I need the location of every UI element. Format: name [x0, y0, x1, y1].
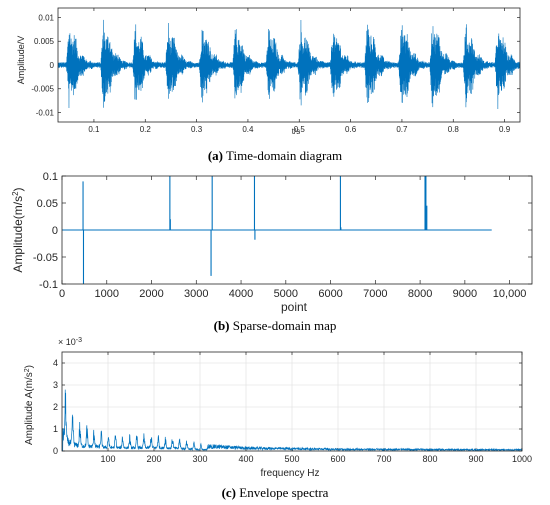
x-tick-label: 0.7 — [396, 125, 408, 134]
exponent-label: × 10-3 — [58, 337, 82, 348]
x-tick-label: 7000 — [363, 288, 387, 300]
x-tick-label: 5000 — [274, 288, 298, 300]
signal-series — [58, 19, 520, 110]
x-tick-label: 0.1 — [88, 125, 100, 134]
x-tick-label: 0.5 — [294, 125, 306, 134]
y-tick-label: 3 — [53, 380, 58, 390]
x-tick-label: 8000 — [408, 288, 432, 300]
y-tick-label: 2 — [53, 402, 58, 412]
plot-frame — [61, 351, 523, 452]
x-axis-label: frequency Hz — [261, 468, 320, 479]
x-axis-label: point — [281, 300, 308, 314]
y-tick-label: 0.05 — [37, 198, 58, 210]
y-tick-label: 0 — [53, 446, 58, 456]
y-tick-label: 0.005 — [34, 37, 55, 46]
panel-envelope-spectra: Amplitude A(m/s2) × 10-3 frequency Hz (c… — [24, 337, 533, 501]
panel-time-domain: Amplitude/V t/s (a) Time-domain diagram … — [16, 7, 521, 163]
x-tick-label: 600 — [330, 454, 345, 464]
x-tick-label: 0.3 — [191, 125, 203, 134]
y-axis-label: Amplitude(m/s2) — [11, 187, 26, 272]
y-axis-label: Amplitude A(m/s2) — [24, 365, 36, 445]
y-tick-label: -0.1 — [39, 279, 58, 291]
y-tick-label: -0.05 — [33, 252, 58, 264]
x-tick-label: 0.2 — [140, 125, 152, 134]
x-tick-label: 1000 — [95, 288, 119, 300]
y-tick-label: 0.01 — [38, 13, 54, 22]
spectrum-series — [62, 389, 522, 451]
x-tick-label: 3000 — [184, 288, 208, 300]
y-tick-label: 1 — [53, 424, 58, 434]
plot-frame — [57, 7, 521, 123]
x-tick-label: 6000 — [318, 288, 342, 300]
x-tick-label: 4000 — [229, 288, 253, 300]
x-tick-label: 1000 — [512, 454, 532, 464]
x-tick-label: 0.8 — [448, 125, 460, 134]
x-tick-label: 9000 — [453, 288, 477, 300]
y-tick-label: -0.005 — [31, 85, 54, 94]
x-tick-label: 800 — [422, 454, 437, 464]
x-tick-label: 0.9 — [499, 125, 511, 134]
y-tick-label: 0 — [50, 61, 55, 70]
x-tick-label: 200 — [146, 454, 161, 464]
caption-a: (a) Time-domain diagram — [208, 148, 342, 163]
x-tick-label: 400 — [238, 454, 253, 464]
caption-b: (b) Sparse-domain map — [214, 318, 337, 333]
x-tick-label: 900 — [468, 454, 483, 464]
x-tick-label: 0.6 — [345, 125, 357, 134]
x-tick-label: 0.4 — [242, 125, 254, 134]
x-axis-label: t/s — [292, 127, 300, 136]
panel-sparse-domain: Amplitude(m/s2) point (b) Sparse-domain … — [11, 171, 533, 333]
x-tick-label: 500 — [284, 454, 299, 464]
x-tick-label: 0 — [59, 288, 65, 300]
y-tick-label: 0 — [52, 225, 58, 237]
y-axis-label: Amplitude/V — [16, 36, 26, 85]
caption-c: (c) Envelope spectra — [222, 485, 329, 500]
plot-frame — [61, 175, 533, 285]
x-tick-label: 100 — [100, 454, 115, 464]
x-tick-label: 10,000 — [493, 288, 527, 300]
x-tick-label: 700 — [376, 454, 391, 464]
y-tick-label: 4 — [53, 358, 58, 368]
y-tick-label: -0.01 — [36, 108, 55, 117]
x-tick-label: 300 — [192, 454, 207, 464]
x-tick-label: 2000 — [139, 288, 163, 300]
y-tick-label: 0.1 — [43, 171, 58, 183]
